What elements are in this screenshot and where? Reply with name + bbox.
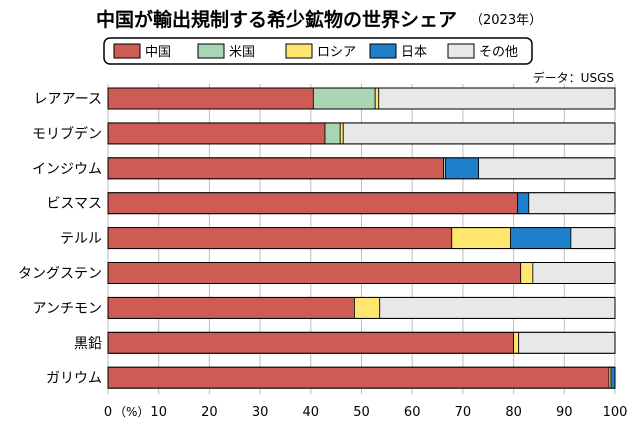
- bar-segment: [520, 262, 534, 284]
- bar-segment: [510, 227, 572, 250]
- bar-outline: [107, 331, 616, 354]
- category-label: インジウム: [32, 161, 102, 177]
- bar-outline: [107, 366, 616, 389]
- bar-segment: [107, 122, 326, 145]
- bar-segment: [610, 366, 616, 389]
- bar-row: [107, 122, 616, 145]
- bar-segment: [570, 227, 616, 250]
- legend: 中国 米国 ロシア 日本 その他: [113, 43, 518, 60]
- x-axis-ticks: 0 10 20 30 40 50 60 70 80 90 100: [104, 405, 628, 420]
- bar-outline: [107, 296, 616, 319]
- category-label: アンチモン: [33, 301, 102, 317]
- bar-segment: [312, 87, 376, 110]
- bar-row: [107, 87, 616, 110]
- bar-segment: [354, 296, 381, 319]
- bar-row: [107, 331, 616, 354]
- bar-row: [107, 157, 616, 180]
- x-axis-unit: （%）: [114, 405, 149, 419]
- bar-segment: [374, 87, 380, 110]
- bar-segment: [528, 192, 616, 215]
- chart-title: 中国が輸出規制する希少鉱物の世界シェア: [96, 8, 457, 31]
- bar-segment: [107, 87, 314, 110]
- bar-segment: [107, 296, 355, 319]
- category-label: ビスマス: [46, 196, 102, 212]
- bar-segment: [107, 262, 522, 284]
- bar-segment: [445, 157, 480, 180]
- bar-outline: [107, 262, 616, 284]
- bar-row: [107, 227, 616, 250]
- x-tick-label: 50: [353, 405, 370, 420]
- bar-row: [107, 296, 616, 319]
- bar-segment: [513, 331, 520, 354]
- x-tick-label: 10: [150, 405, 167, 420]
- legend-item: その他: [447, 43, 518, 60]
- category-label: 黒鉛: [74, 336, 102, 352]
- bar-outline: [107, 87, 616, 110]
- bar-segment: [378, 87, 616, 110]
- x-tick-label: 30: [252, 405, 269, 420]
- bars: [107, 87, 616, 389]
- bar-segment: [379, 296, 616, 319]
- bar-segment: [107, 331, 515, 354]
- category-label: モリブデン: [32, 125, 102, 142]
- legend-swatch: [197, 43, 225, 59]
- bar-segment: [107, 366, 610, 389]
- bar-segment: [324, 122, 341, 145]
- legend-item: ロシア: [285, 43, 356, 60]
- x-tick-label: 0: [104, 405, 112, 420]
- bar-outline: [107, 227, 616, 250]
- legend-label: 米国: [229, 45, 255, 60]
- category-label: テルル: [60, 231, 102, 247]
- x-tick-label: 100: [603, 405, 628, 420]
- bar-segment: [107, 227, 453, 250]
- bar-outline: [107, 122, 616, 145]
- bar-segment: [342, 122, 616, 145]
- legend-swatch: [113, 43, 141, 59]
- bar-segment: [451, 227, 511, 250]
- x-tick-label: 90: [556, 405, 573, 420]
- category-label: タングステン: [18, 266, 102, 282]
- bar-segment: [532, 262, 616, 284]
- bar-outline: [107, 157, 616, 180]
- legend-item: 日本: [369, 43, 427, 60]
- legend-label: ロシア: [317, 45, 356, 60]
- legend-label: 日本: [401, 45, 427, 60]
- legend-swatch: [447, 43, 475, 59]
- legend-label: 中国: [145, 45, 171, 60]
- source-label: データ：USGS: [533, 70, 614, 85]
- legend-item: 米国: [197, 43, 255, 60]
- category-label: レアアース: [34, 92, 102, 108]
- legend-label: その他: [479, 45, 518, 60]
- x-tick-label: 80: [505, 405, 522, 420]
- chart-subtitle: （2023年）: [470, 13, 542, 28]
- x-tick-label: 60: [404, 405, 421, 420]
- legend-swatch: [285, 43, 313, 59]
- bar-row: [107, 366, 616, 389]
- bar-outline: [107, 192, 616, 215]
- bar-segment: [339, 122, 344, 145]
- bar-segment: [517, 192, 530, 215]
- bar-row: [107, 262, 616, 284]
- legend-swatch: [369, 43, 397, 59]
- bar-segment: [478, 157, 616, 180]
- x-tick-label: 20: [201, 405, 218, 420]
- bar-segment: [518, 331, 616, 354]
- bar-segment: [107, 192, 519, 215]
- bar-row: [107, 192, 616, 215]
- x-tick-label: 70: [455, 405, 472, 420]
- legend-item: 中国: [113, 43, 171, 60]
- bar-segment: [107, 157, 445, 180]
- x-tick-label: 40: [303, 405, 320, 420]
- category-label: ガリウム: [46, 371, 102, 387]
